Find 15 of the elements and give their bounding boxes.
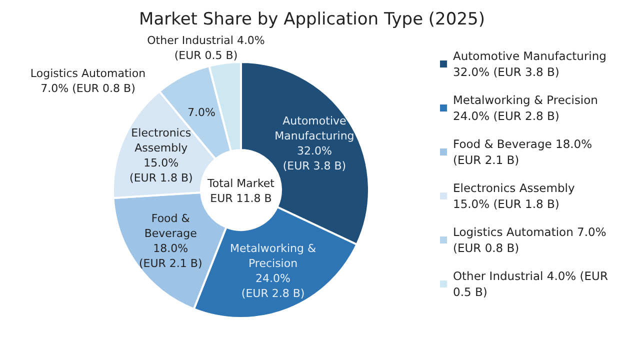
data-label: Electronics Assembly 15.0% (EUR 1.8 B) [130, 126, 193, 184]
data-label: 7.0% [188, 106, 216, 119]
legend-label: Other Industrial 4.0% (EUR 0.5 B) [453, 269, 612, 299]
legend-label: Logistics Automation 7.0% (EUR 0.8 B) [453, 225, 610, 255]
legend-label: Metalworking & Precision 24.0% (EUR 2.8 B) [453, 93, 602, 123]
legend-label: Electronics Assembly 15.0% (EUR 1.8 B) [453, 181, 578, 211]
data-label: Metalworking & Precision 24.0% (EUR 2.8 B) [230, 242, 316, 300]
slice-label: Logistics Automation 7.0% (EUR 0.8 B) [30, 67, 146, 95]
chart-title: Market Share by Application Type (2025) [139, 10, 485, 30]
slice-label: Other Industrial 4.0% (EUR 0.5 B) [147, 34, 265, 62]
text: Total Market EUR 11.8 B [206, 177, 276, 205]
data-label: Food & Beverage 18.0% (EUR 2.1 B) [138, 212, 202, 270]
legend-label: Automotive Manufacturing 32.0% (EUR 3.8 B) [453, 49, 610, 79]
legend-label: Food & Beverage 18.0% (EUR 2.1 B) [453, 137, 596, 167]
data-label: Automotive Manufacturing 32.0% (EUR 3.8 B) [274, 114, 354, 172]
